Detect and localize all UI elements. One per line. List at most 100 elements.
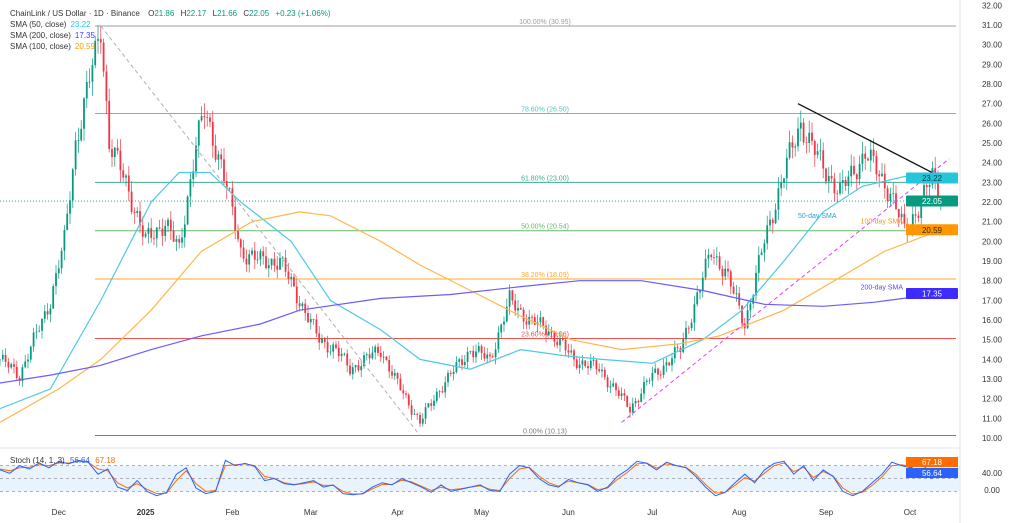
candle-body [911,214,914,228]
candle-body [181,237,183,243]
candle-body [497,332,500,350]
candle-body [150,228,153,238]
candle-body [301,303,304,307]
y-tick-label: 32.00 [982,1,1003,10]
candle-body [867,158,869,161]
candle-body [413,413,416,415]
stoch-badge-label: 67.18 [922,458,943,467]
candle-body [606,377,609,388]
fib-level-label: 0.00% (10.13) [523,429,567,436]
candle-body [699,290,701,293]
symbol-title[interactable]: ChainLink / US Dollar · 1D · Binance [10,9,140,18]
candle-body [827,176,830,182]
candle-body [620,393,623,396]
x-tick-label: Feb [226,508,240,517]
candle-body [514,300,517,311]
candle-body [197,120,200,146]
candle-body [612,383,615,387]
candle-body [903,213,906,224]
candle-body [452,371,455,374]
stoch-badge-label: 56.64 [922,469,943,478]
candle-body [704,258,707,278]
symbol-ohlc-row: ChainLink / US Dollar · 1D · Binance O21… [10,8,331,19]
candle-body [813,141,816,155]
candle-body [203,116,206,118]
open-value: 21.86 [154,9,175,18]
candle-body [522,309,525,322]
candle-body [825,168,827,182]
candle-body [433,400,435,406]
candle-body [38,330,41,332]
chart-legend: ChainLink / US Dollar · 1D · Binance O21… [10,8,331,52]
candle-body [889,193,892,202]
candle-body [290,276,293,279]
candle-body [654,368,657,373]
candle-body [836,193,839,195]
candle-body [727,268,729,272]
candle-body [749,303,752,311]
candle-body [729,271,732,287]
y-tick-label: 23.00 [982,178,1003,187]
candle-body [209,117,211,122]
trendline [621,158,950,423]
candle-body [388,359,391,372]
indicator-sma100[interactable]: SMA (100, close) 20.59 [10,41,331,52]
candle-body [662,365,665,375]
candle-body [444,382,447,393]
candle-body [755,272,757,296]
candle-body [267,265,270,269]
candle-body [1,354,4,360]
sma-annotation: 100-day SMA [861,219,904,226]
candle-body [21,367,24,381]
candle-body [794,146,797,148]
candle-body [609,386,612,388]
candle-body [214,145,217,160]
indicator-sma200[interactable]: SMA (200, close) 17.35 [10,30,331,41]
y-tick-label: 25.00 [982,139,1003,148]
x-tick-label: Mar [304,508,318,517]
candle-body [441,391,444,393]
candle-body [735,293,738,295]
candle-body [567,350,570,353]
candle-body [349,365,351,375]
candle-body [746,310,749,329]
candle-body [573,350,575,360]
price-badge-label: 23.22 [922,174,943,183]
candle-body [925,185,928,188]
candle-body [265,256,267,269]
y-tick-label: 29.00 [982,60,1003,69]
x-tick-label: Aug [732,508,746,517]
candle-body [855,174,858,180]
candle-body [309,318,312,323]
candle-body [270,258,273,266]
candle-body [575,359,578,369]
candle-body [757,255,760,273]
x-tick-label: Dec [52,508,66,517]
stoch-legend[interactable]: Stoch (14, 1, 3) 56.64 67.18 [10,456,115,465]
candle-body [805,142,808,144]
open-label: O [148,9,155,18]
candle-body [153,237,155,239]
candle-body [35,331,38,333]
candle-body [844,179,847,187]
candle-body [741,305,743,324]
candle-body [601,369,603,372]
indicator-sma50[interactable]: SMA (50, close) 23.22 [10,19,331,30]
candle-body [853,165,855,175]
candle-body [491,356,494,358]
candle-body [234,206,237,231]
close-value: 22.05 [249,9,270,18]
candle-body [715,256,718,258]
candle-body [550,331,553,333]
stoch-d-value: 67.18 [95,456,116,465]
x-tick-label: 2025 [137,508,155,517]
candle-body [438,391,441,393]
candle-body [732,286,735,294]
candle-body [645,380,648,382]
candle-body [847,176,850,187]
candle-body [690,322,693,328]
indicator-value: 17.35 [74,31,95,40]
y-tick-label: 18.00 [982,277,1003,286]
